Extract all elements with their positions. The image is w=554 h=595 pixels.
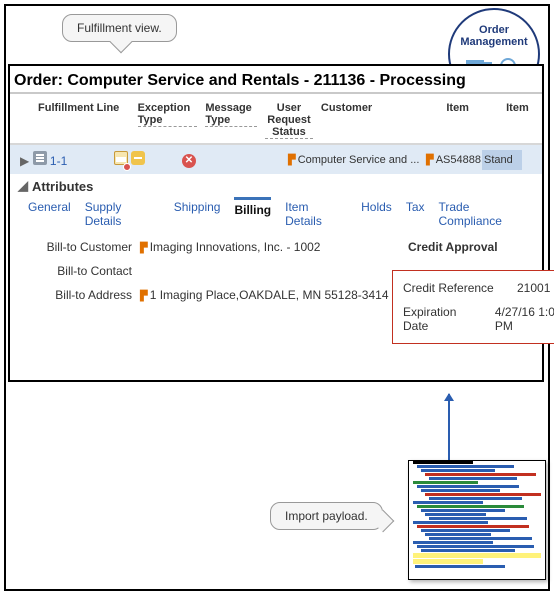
order-panel: Order: Computer Service and Rentals - 21… bbox=[8, 64, 544, 382]
collapse-icon[interactable]: ◢ bbox=[18, 178, 28, 194]
billing-section: Bill-to Customer ▛Imaging Innovations, I… bbox=[10, 238, 542, 380]
order-title: Order: Computer Service and Rentals - 21… bbox=[10, 66, 542, 94]
attributes-header[interactable]: ◢ Attributes bbox=[10, 174, 542, 198]
col-message-type[interactable]: Message Type bbox=[201, 100, 261, 141]
line-link[interactable]: 1-1 bbox=[50, 154, 67, 168]
attribute-tabs: General Supply Details Shipping Billing … bbox=[10, 198, 542, 238]
billto-address-value: ▛1 Imaging Place,OAKDALE, MN 55128-3414 bbox=[140, 288, 389, 302]
callout-text: Import payload. bbox=[285, 509, 368, 523]
col-customer[interactable]: Customer bbox=[317, 100, 442, 141]
billto-customer-value: ▛Imaging Innovations, Inc. - 1002 bbox=[140, 240, 320, 254]
tab-trade-compliance[interactable]: Trade Compliance bbox=[439, 200, 534, 228]
expiration-date-value: 4/27/16 1:08 PM bbox=[495, 305, 554, 333]
tab-item-details[interactable]: Item Details bbox=[285, 200, 347, 228]
row-item2-cell: Stand bbox=[482, 150, 522, 170]
callout-import-payload: Import payload. bbox=[270, 502, 383, 530]
fulfillment-row[interactable]: ▶ 1-1 ✕ ▛Computer Service and ... ▛AS548… bbox=[10, 145, 542, 174]
flag-icon: ▛ bbox=[288, 155, 296, 166]
credit-approval-box: Credit Reference 21001 Expiration Date 4… bbox=[392, 270, 554, 344]
col-item-2[interactable]: Item bbox=[502, 100, 538, 141]
tab-supply-details[interactable]: Supply Details bbox=[85, 200, 160, 228]
payload-thumbnail bbox=[408, 460, 546, 580]
row-customer-cell: ▛Computer Service and ... bbox=[284, 152, 422, 168]
col-item[interactable]: Item bbox=[442, 100, 502, 141]
tab-billing[interactable]: Billing bbox=[234, 197, 271, 228]
expiration-date-label: Expiration Date bbox=[403, 305, 479, 333]
billto-contact-label: Bill-to Contact bbox=[28, 264, 140, 278]
column-headers: Fulfillment Line Exception Type Message … bbox=[10, 94, 542, 145]
row-exception-cell bbox=[110, 149, 178, 170]
tab-general[interactable]: General bbox=[28, 200, 71, 228]
badge-title: Order Management bbox=[450, 24, 538, 48]
error-icon[interactable]: ✕ bbox=[182, 154, 196, 168]
row-message-cell: ✕ bbox=[178, 150, 234, 170]
tab-shipping[interactable]: Shipping bbox=[174, 200, 221, 228]
expand-icon[interactable]: ▶ bbox=[20, 154, 29, 168]
flag-icon: ▛ bbox=[140, 291, 148, 302]
hold-icon[interactable] bbox=[131, 151, 145, 165]
col-user-request-status[interactable]: User Request Status bbox=[261, 100, 317, 141]
tab-tax[interactable]: Tax bbox=[406, 200, 425, 228]
row-line-cell: ▶ 1-1 bbox=[16, 149, 110, 170]
row-item-cell: ▛AS54888 bbox=[422, 152, 482, 168]
flag-icon: ▛ bbox=[140, 243, 148, 254]
billto-customer-label: Bill-to Customer bbox=[28, 240, 140, 254]
col-fulfillment-line[interactable]: Fulfillment Line bbox=[34, 100, 134, 141]
alert-dot-icon bbox=[123, 163, 131, 171]
row-user-request-cell bbox=[234, 158, 284, 162]
flag-icon: ▛ bbox=[426, 155, 434, 166]
col-exception-type[interactable]: Exception Type bbox=[134, 100, 202, 141]
credit-reference-label: Credit Reference bbox=[403, 281, 501, 295]
credit-reference-value: 21001 bbox=[517, 281, 550, 295]
document-icon[interactable] bbox=[33, 151, 47, 165]
tab-holds[interactable]: Holds bbox=[361, 200, 392, 228]
callout-fulfillment-view: Fulfillment view. bbox=[62, 14, 177, 42]
credit-approval-label: Credit Approval bbox=[408, 240, 498, 254]
billto-address-label: Bill-to Address bbox=[28, 288, 140, 302]
